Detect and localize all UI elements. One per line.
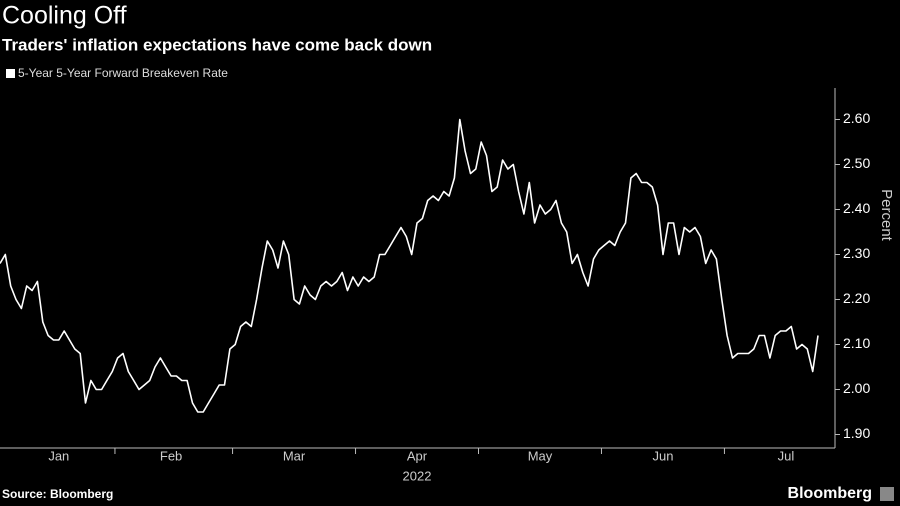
x-tick-label: Mar [283, 448, 306, 463]
y-tick-label: 1.90 [843, 425, 870, 441]
y-tick-label: 2.00 [843, 380, 870, 396]
chart-title: Cooling Off [2, 2, 127, 30]
chart-subtitle: Traders' inflation expectations have com… [2, 35, 432, 54]
legend-label: 5-Year 5-Year Forward Breakeven Rate [18, 66, 228, 80]
source: Source: Bloomberg [2, 487, 113, 501]
y-tick-label: 2.30 [843, 245, 870, 261]
x-tick-label: Jun [652, 448, 673, 463]
x-tick-label: Jul [778, 448, 795, 463]
x-tick-label: Jan [48, 448, 69, 463]
y-tick-label: 2.10 [843, 335, 870, 351]
x-axis-label: 2022 [403, 468, 432, 483]
brand-icon [880, 487, 894, 501]
x-tick-label: May [528, 448, 553, 463]
line-series [0, 118, 819, 413]
legend-swatch [6, 69, 15, 78]
y-tick-label: 2.20 [843, 290, 870, 306]
x-tick-label: Feb [160, 448, 182, 463]
brand: Bloomberg [788, 485, 872, 502]
y-tick-label: 2.40 [843, 200, 870, 216]
y-tick-label: 2.60 [843, 110, 870, 126]
y-tick-label: 2.50 [843, 155, 870, 171]
y-axis-label: Percent [878, 189, 895, 242]
x-tick-label: Apr [407, 448, 428, 463]
